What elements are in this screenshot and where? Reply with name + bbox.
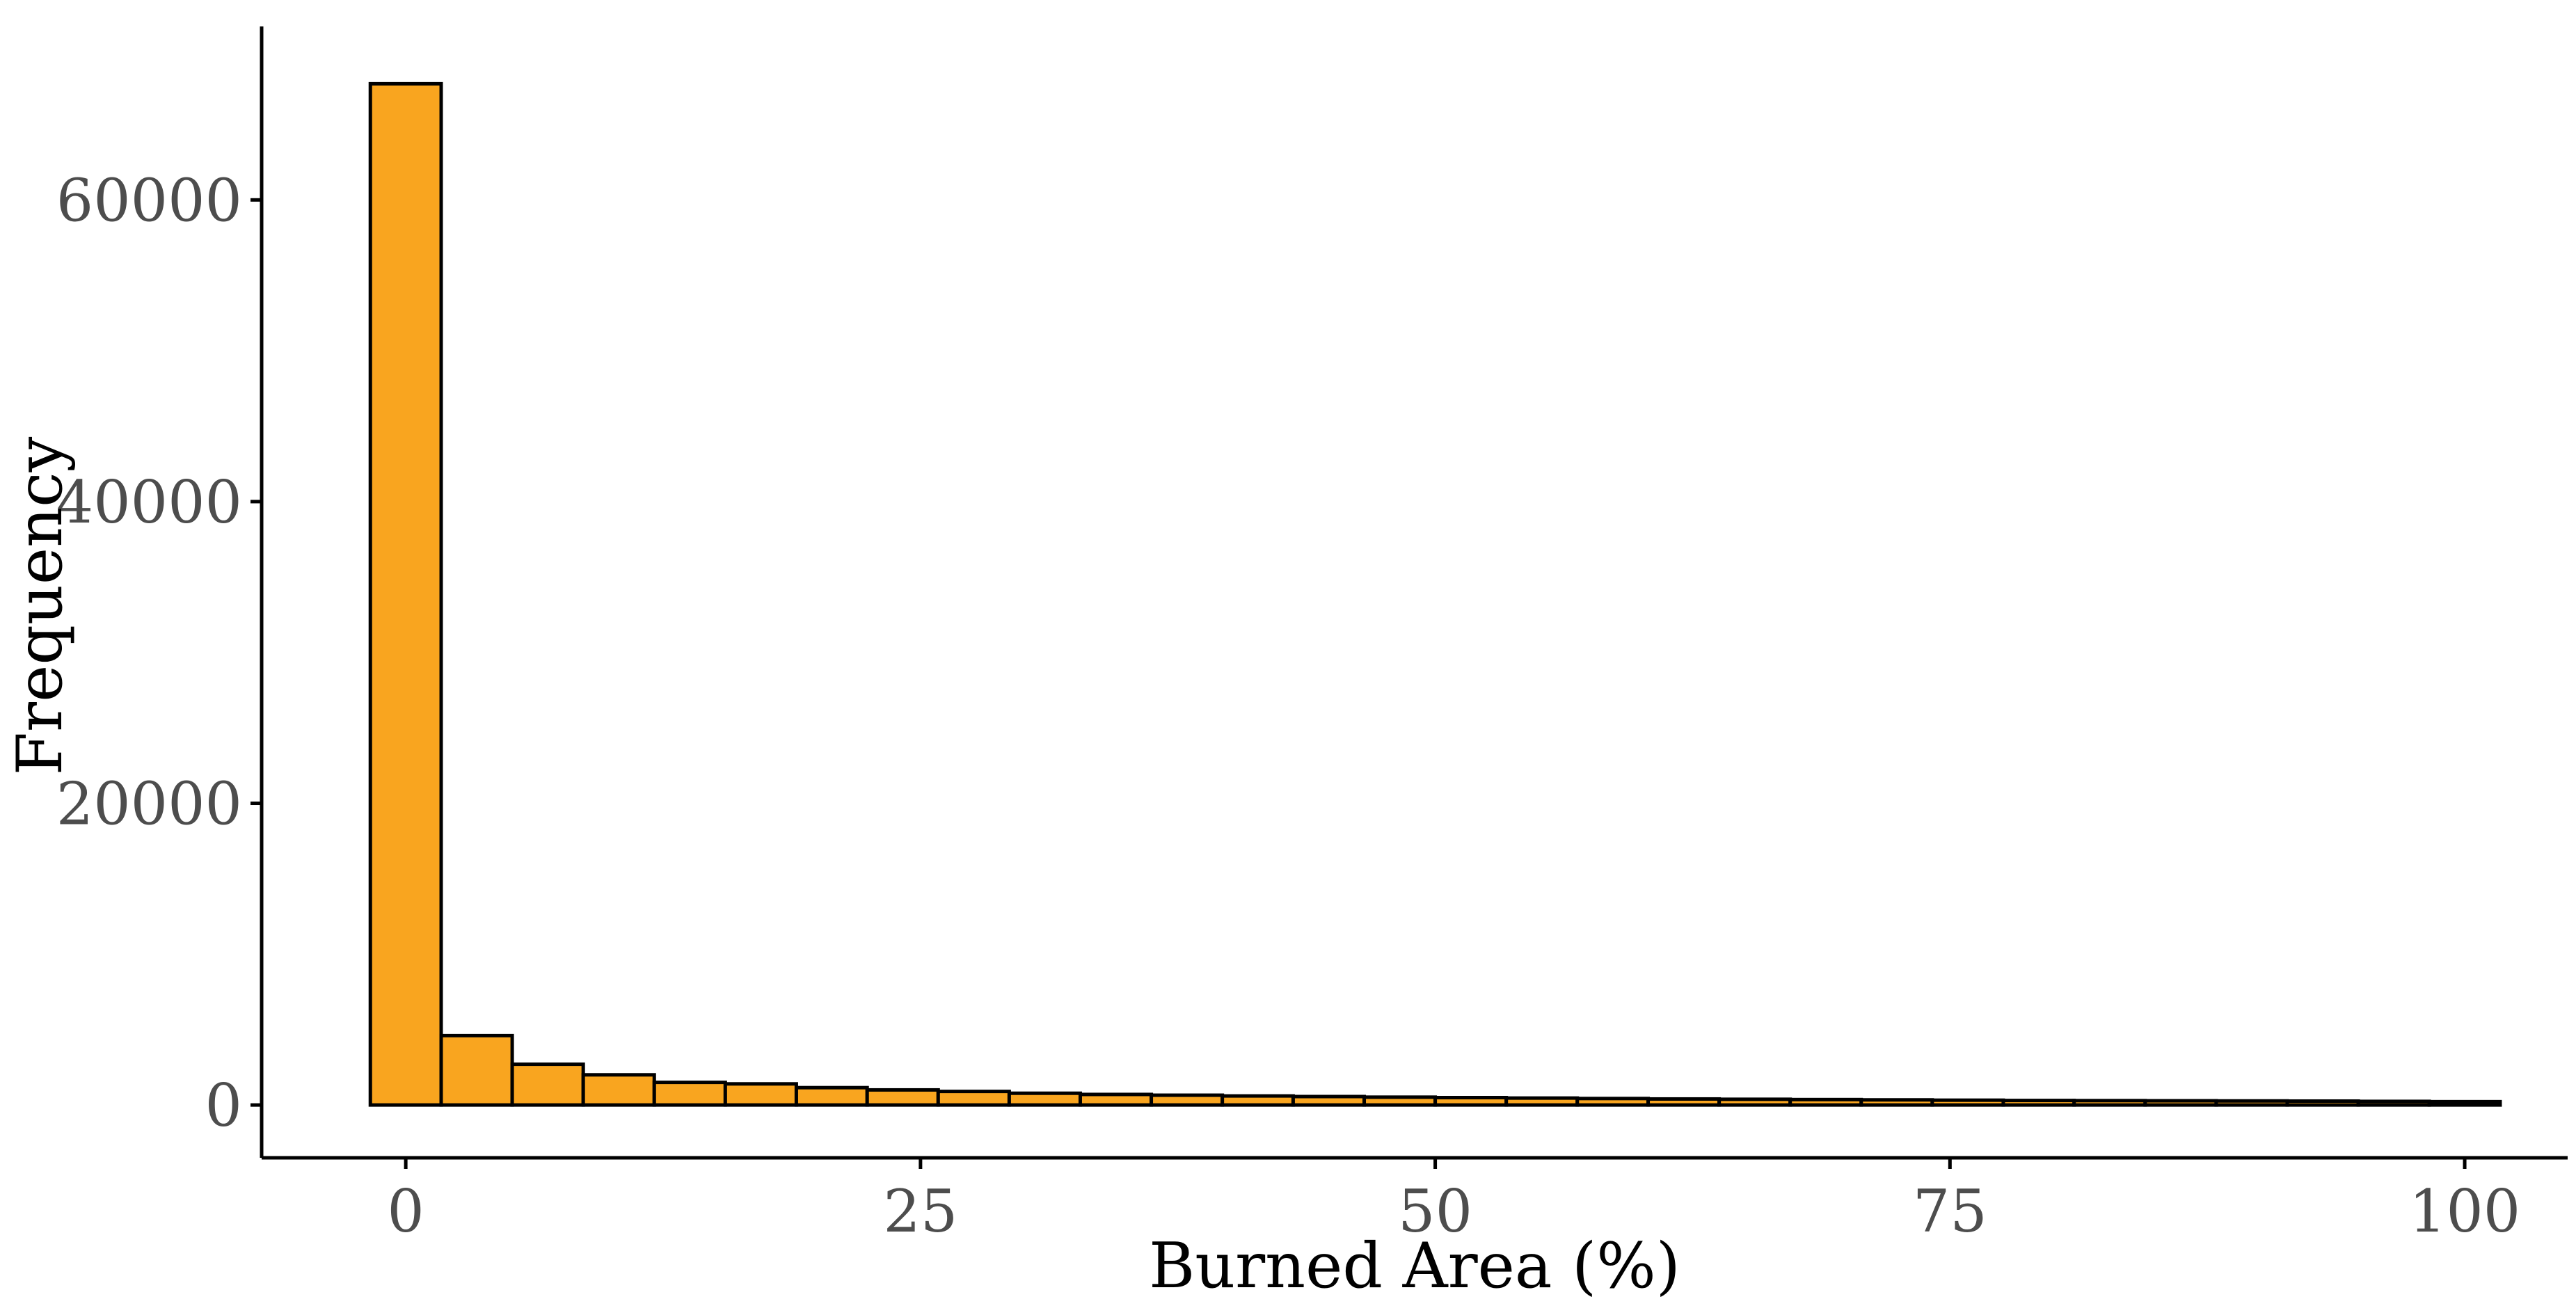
histogram-bar [2427, 1099, 2502, 1107]
histogram-bar [1930, 1098, 2005, 1107]
histogram-bar [2285, 1099, 2360, 1107]
x-axis-ticks: 0 25 50 75 100 [387, 1158, 2520, 1245]
x-axis-title: Burned Area (%) [1149, 1229, 1680, 1303]
histogram-bar [1788, 1097, 1863, 1107]
histogram-bar [581, 1073, 656, 1107]
histogram-bar [1859, 1098, 1934, 1107]
histogram-bar [2143, 1099, 2218, 1107]
histogram-bar [439, 1033, 514, 1107]
y-tick-label: 0 [205, 1072, 242, 1140]
histogram-bar [2072, 1099, 2147, 1107]
histogram-bar [1291, 1094, 1367, 1107]
x-tick-label: 100 [2409, 1177, 2520, 1245]
histogram-bar [652, 1081, 727, 1107]
histogram-bar [1078, 1092, 1154, 1107]
y-tick-label: 20000 [56, 770, 242, 838]
y-axis-title: Frequency [3, 436, 77, 775]
histogram-bar [510, 1062, 585, 1107]
histogram-bar [1007, 1091, 1082, 1107]
histogram-bar [1221, 1094, 1295, 1107]
histogram-bar [1362, 1095, 1438, 1107]
histogram-bar [936, 1090, 1011, 1107]
histogram-bar [2356, 1099, 2431, 1107]
x-tick-label: 0 [387, 1177, 424, 1245]
histogram-bar [2214, 1099, 2289, 1107]
histogram-bar [1575, 1097, 1651, 1107]
histogram-bar [1150, 1093, 1225, 1107]
x-tick-label: 25 [883, 1177, 957, 1245]
histogram-bar [1646, 1097, 1722, 1107]
histogram-bar [865, 1088, 940, 1107]
histogram-bar [794, 1085, 869, 1107]
bars-group [368, 81, 2502, 1107]
histogram-bar [2001, 1099, 2076, 1107]
histogram-bar [1504, 1096, 1580, 1107]
histogram-bar [1717, 1097, 1792, 1107]
histogram-bar [368, 81, 443, 1107]
y-tick-label: 60000 [56, 166, 242, 234]
x-tick-label: 50 [1398, 1177, 1472, 1245]
histogram-bar [1433, 1095, 1509, 1107]
histogram-bar [723, 1082, 798, 1107]
y-axis-ticks: 0 20000 40000 60000 [56, 166, 262, 1140]
y-tick-label: 40000 [56, 468, 242, 536]
x-tick-label: 75 [1913, 1177, 1987, 1245]
